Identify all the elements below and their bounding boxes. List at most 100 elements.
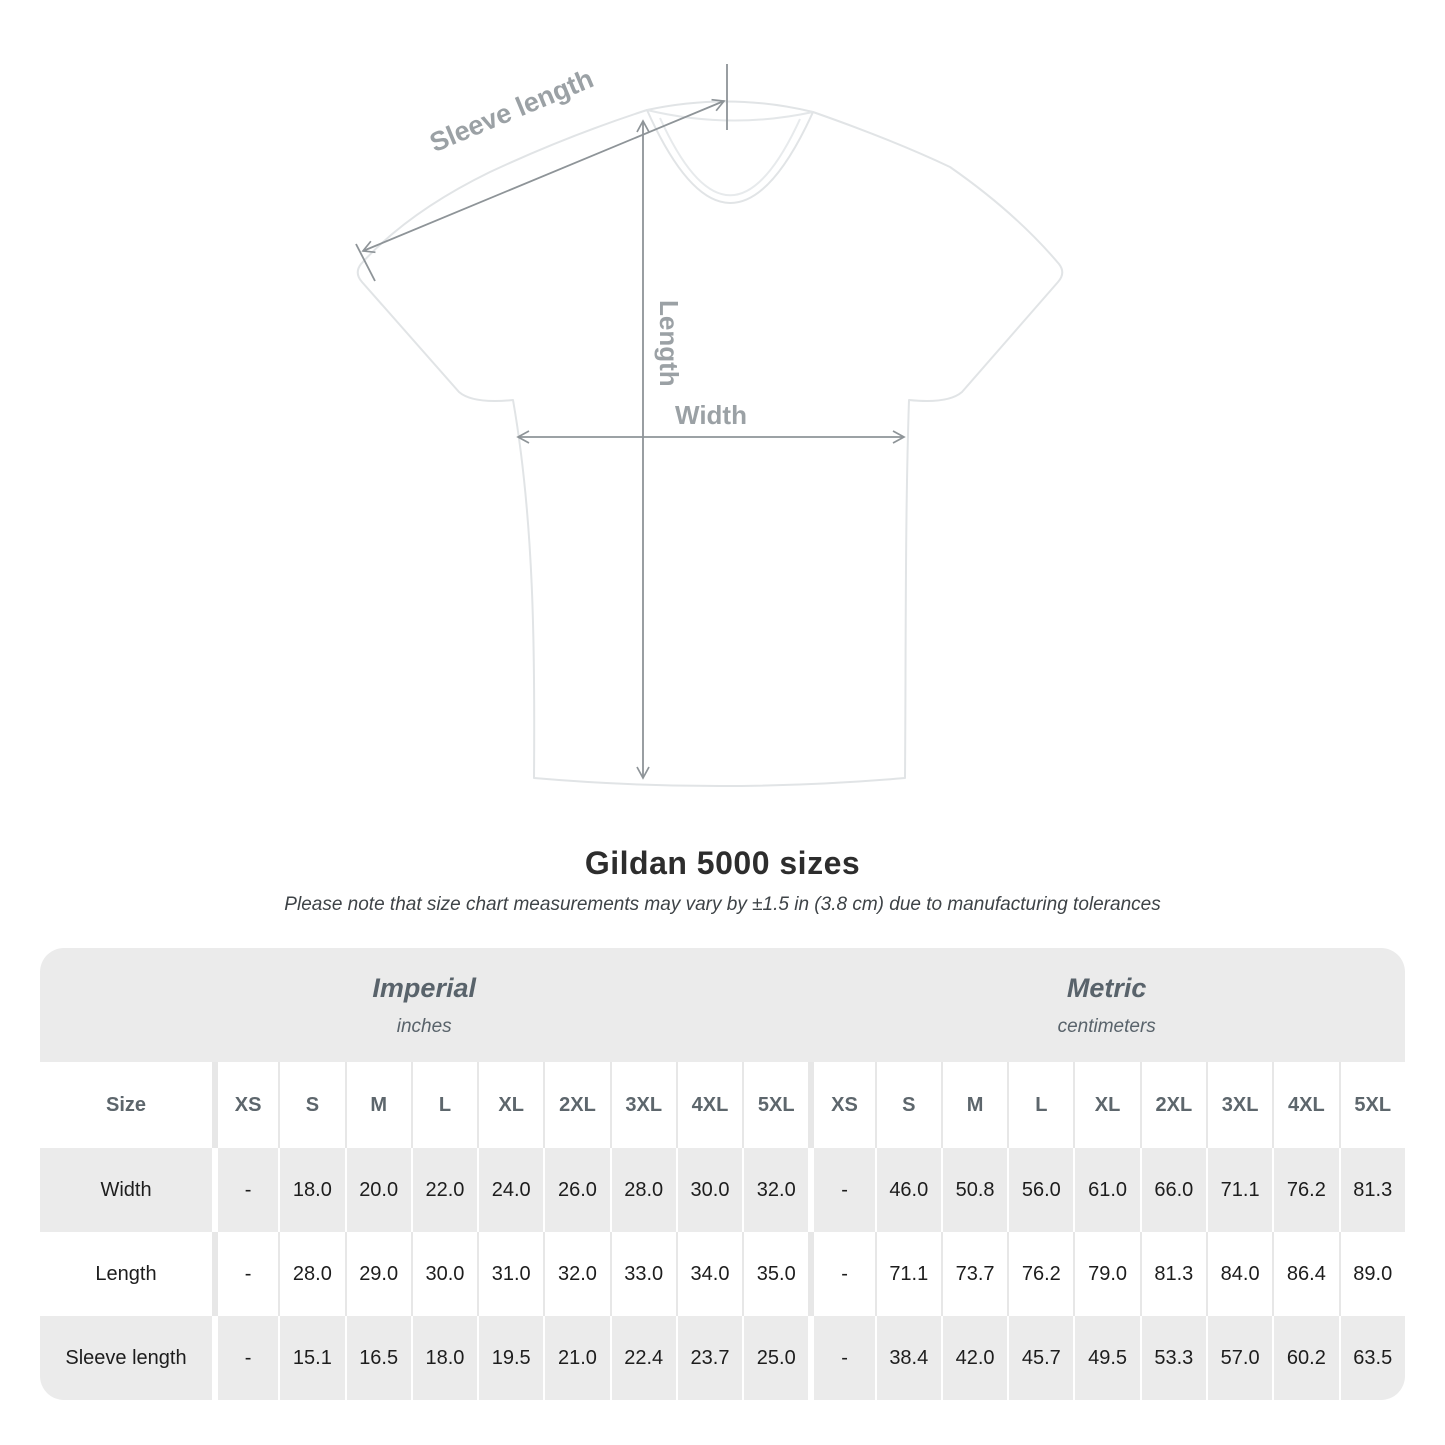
measurement-cell: 45.7 — [1007, 1316, 1074, 1400]
measurement-cell: 53.3 — [1139, 1316, 1206, 1400]
size-header-row: Size XS S M L XL 2XL 3XL 4XL 5XL XS S M L XL 2XL 3XL 4XL 5… — [40, 1062, 1405, 1148]
size-column-header: 4XL — [1272, 1062, 1339, 1148]
measurement-cell: 76.2 — [1007, 1232, 1074, 1316]
measurement-cell: - — [212, 1232, 279, 1316]
sleeve-end-tick — [355, 243, 376, 282]
unit-group-header-metric: Metric centimeters — [808, 948, 1405, 1062]
row-label: Length — [40, 1232, 212, 1316]
size-column-header: S — [874, 1062, 941, 1148]
measurement-cell: 89.0 — [1338, 1232, 1405, 1316]
size-column-header: 2XL — [543, 1062, 610, 1148]
measurement-cell: 35.0 — [742, 1232, 809, 1316]
size-column-header: L — [410, 1062, 478, 1148]
unit-group-row: Imperial inches Metric centimeters — [40, 948, 1405, 1062]
measurement-cell: 49.5 — [1073, 1316, 1140, 1400]
size-column-header: XL — [477, 1062, 544, 1148]
measurement-cell: 26.0 — [543, 1148, 610, 1232]
measurement-cell: 66.0 — [1139, 1148, 1206, 1232]
measurement-cell: 29.0 — [344, 1232, 411, 1316]
corner-header: Size — [40, 1062, 212, 1148]
measurement-cell: 15.1 — [278, 1316, 345, 1400]
size-column-header: XS — [808, 1062, 875, 1148]
dimension-arrows — [355, 64, 906, 780]
measurement-cell: 86.4 — [1272, 1232, 1339, 1316]
size-column-header: 3XL — [1205, 1062, 1273, 1148]
tshirt-diagram: Sleeve length Length Width — [355, 63, 1064, 787]
page-title: Gildan 5000 sizes — [584, 845, 861, 881]
measurement-cell: 50.8 — [940, 1148, 1008, 1232]
table-row: Sleeve length -15.1 16.5 18.0 19.5 21.0 22.4 23… — [40, 1316, 1405, 1400]
measurement-cell: 84.0 — [1205, 1232, 1273, 1316]
size-column-header: 5XL — [1338, 1062, 1405, 1148]
table-row: Length -28.0 29.0 30.0 31.0 32.0 33.0 34.0 35.0-… — [40, 1232, 1405, 1316]
page-subtitle: Please note that size chart measurements… — [284, 894, 1161, 915]
unit-group-unit: inches — [396, 1015, 452, 1037]
measurement-cell: 71.1 — [874, 1232, 941, 1316]
size-column-header: 3XL — [609, 1062, 676, 1148]
size-column-header: 5XL — [742, 1062, 809, 1148]
size-chart: Imperial inches Metric centimeters Size XS S M L… — [40, 948, 1405, 1400]
size-chart-table: Imperial inches Metric centimeters Size XS S M L… — [40, 948, 1405, 1400]
measurement-cell: - — [212, 1316, 279, 1400]
measurement-cell: 57.0 — [1205, 1316, 1273, 1400]
measurement-cell: 61.0 — [1073, 1148, 1140, 1232]
unit-group-unit: centimeters — [1057, 1015, 1156, 1037]
measurement-cell: 71.1 — [1205, 1148, 1273, 1232]
row-label: Width — [40, 1148, 212, 1232]
size-column-header: S — [278, 1062, 345, 1148]
measurement-cell: 38.4 — [874, 1316, 941, 1400]
measurement-cell: 81.3 — [1338, 1148, 1405, 1232]
measurement-cell: - — [808, 1232, 875, 1316]
measurement-cell: 25.0 — [742, 1316, 809, 1400]
size-column-header: L — [1007, 1062, 1074, 1148]
width-label: Width — [675, 400, 747, 430]
size-column-header: 2XL — [1139, 1062, 1206, 1148]
measurement-cell: 34.0 — [675, 1232, 743, 1316]
measurement-cell: 63.5 — [1338, 1316, 1405, 1400]
size-column-header: M — [344, 1062, 411, 1148]
unit-group-title: Imperial — [372, 972, 476, 1003]
measurement-cell: 60.2 — [1272, 1316, 1339, 1400]
measurement-cell: 22.0 — [410, 1148, 478, 1232]
shirt-body — [356, 100, 1064, 787]
measurement-cell: 33.0 — [609, 1232, 676, 1316]
measurement-cell: - — [808, 1316, 875, 1400]
measurement-cell: 32.0 — [543, 1232, 610, 1316]
measurement-cell: 18.0 — [278, 1148, 345, 1232]
measurement-cell: 30.0 — [675, 1148, 743, 1232]
measurement-cell: 28.0 — [278, 1232, 345, 1316]
measurement-cell: 73.7 — [940, 1232, 1008, 1316]
tshirt-graphic — [356, 100, 1064, 787]
sleeve-length-arrow — [361, 98, 726, 254]
measurement-cell: 31.0 — [477, 1232, 544, 1316]
measurement-cell: 23.7 — [675, 1316, 743, 1400]
measurement-cell: 32.0 — [742, 1148, 809, 1232]
size-column-header: 4XL — [675, 1062, 743, 1148]
measurement-cell: 28.0 — [609, 1148, 676, 1232]
measurement-cell: - — [212, 1148, 279, 1232]
measurement-cell: 20.0 — [344, 1148, 411, 1232]
table-row: Width -18.0 20.0 22.0 24.0 26.0 28.0 30.0 32.0-4… — [40, 1148, 1405, 1232]
measurement-cell: 42.0 — [940, 1316, 1008, 1400]
measurement-cell: 30.0 — [410, 1232, 478, 1316]
measurement-cell: 18.0 — [410, 1316, 478, 1400]
length-label: Length — [654, 300, 684, 387]
measurement-cell: 46.0 — [874, 1148, 941, 1232]
row-label: Sleeve length — [40, 1316, 212, 1400]
measurement-cell: 81.3 — [1139, 1232, 1206, 1316]
size-column-header: XL — [1073, 1062, 1140, 1148]
unit-group-title: Metric — [1066, 972, 1147, 1003]
size-column-header: M — [940, 1062, 1008, 1148]
measurement-cell: - — [808, 1148, 875, 1232]
size-column-header: XS — [212, 1062, 279, 1148]
measurement-cell: 21.0 — [543, 1316, 610, 1400]
measurement-cell: 16.5 — [344, 1316, 411, 1400]
measurement-cell: 56.0 — [1007, 1148, 1074, 1232]
unit-group-header-imperial: Imperial inches — [40, 948, 809, 1062]
measurement-cell: 79.0 — [1073, 1232, 1140, 1316]
measurement-cell: 76.2 — [1272, 1148, 1339, 1232]
measurement-cell: 22.4 — [609, 1316, 676, 1400]
measurement-cell: 19.5 — [477, 1316, 544, 1400]
measurement-cell: 24.0 — [477, 1148, 544, 1232]
